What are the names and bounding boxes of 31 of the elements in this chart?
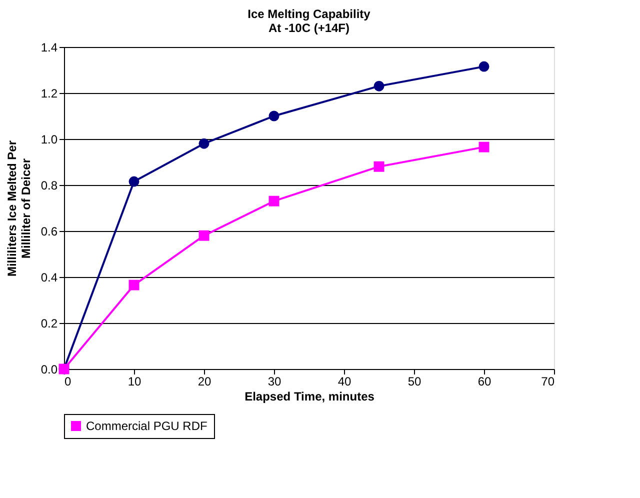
x-tick-label: 20 (198, 374, 212, 388)
x-tick-label: 60 (478, 374, 492, 388)
point (478, 61, 490, 72)
point (268, 196, 280, 206)
y-tick-label: 1.4 (40, 40, 58, 54)
x-tick-label: 0 (64, 374, 72, 388)
x-tick-label: 50 (408, 374, 422, 388)
legend-label: Commercial PGU RDF (86, 419, 208, 433)
y-tick-label: 0.0 (40, 362, 58, 376)
x-tick-label: 10 (128, 374, 142, 388)
y-tick-label: 0.6 (40, 224, 58, 238)
point (374, 161, 384, 172)
chart-subtitle: At -10C (+14F) (268, 21, 350, 35)
point (198, 230, 210, 241)
point (268, 110, 280, 122)
point (198, 138, 210, 149)
x-tick-label: 40 (338, 374, 352, 388)
y-tick-label: 1.0 (40, 132, 58, 146)
point (128, 176, 140, 187)
x-axis-title: Elapsed Time, minutes (244, 390, 375, 404)
x-tick-label: 30 (268, 374, 282, 388)
x-tick-label: 70 (541, 374, 555, 388)
point (478, 142, 490, 152)
y-tick-label: 0.8 (40, 178, 58, 192)
chart-title: Ice Melting Capability (248, 7, 371, 21)
y-tick-label: 0.2 (40, 316, 58, 330)
point (128, 280, 140, 290)
y-tick-label: 1.2 (40, 86, 58, 100)
y-axis-title: Milliliters Ice Melted Per Milliliter of Deicer (4, 140, 33, 277)
point (374, 80, 384, 92)
y-tick-label: 0.4 (40, 270, 58, 284)
